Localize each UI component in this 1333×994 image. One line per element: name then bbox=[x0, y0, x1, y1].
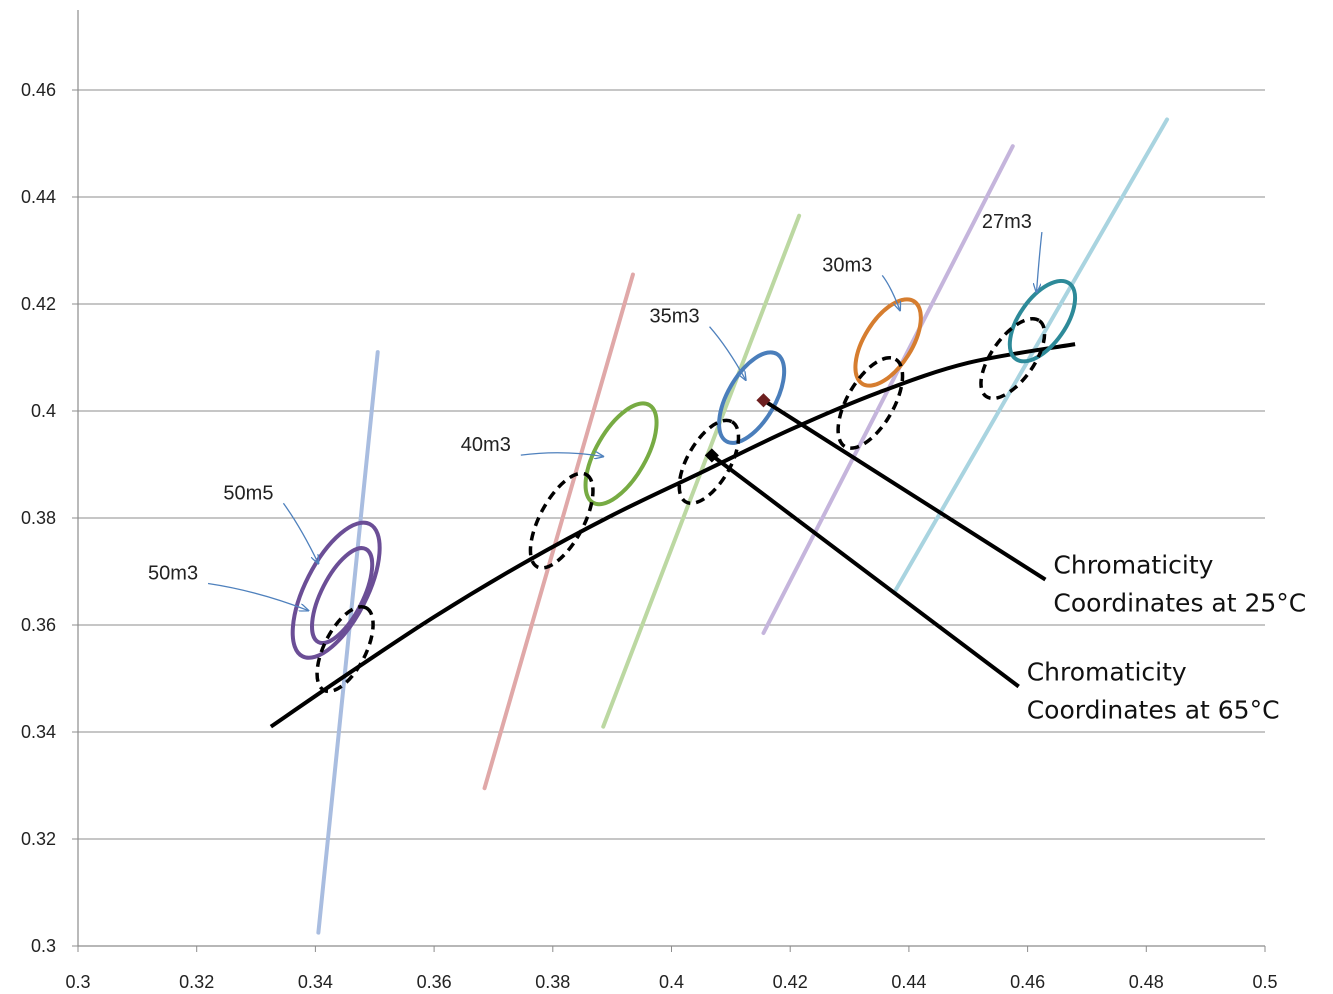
dashed-ellipse bbox=[836, 356, 905, 450]
ellipse-27m3 bbox=[1007, 278, 1078, 364]
annotation-arrow bbox=[282, 502, 318, 563]
ellipse-30m3 bbox=[853, 297, 923, 388]
callout-text: Coordinates at 65°C bbox=[1027, 696, 1280, 725]
x-tick-label: 0.38 bbox=[535, 972, 570, 992]
x-tick-label: 0.34 bbox=[298, 972, 333, 992]
callout-text: Coordinates at 25°C bbox=[1053, 589, 1306, 618]
dashed-ellipse bbox=[677, 418, 741, 506]
annotation-arrow bbox=[520, 453, 603, 457]
annotation-label: 35m3 bbox=[650, 306, 700, 328]
dashed-ellipse bbox=[528, 471, 595, 570]
annotation-label: 27m3 bbox=[982, 211, 1032, 233]
x-tick-label: 0.48 bbox=[1129, 972, 1164, 992]
ellipses bbox=[290, 278, 1078, 694]
callout-text: Chromaticity bbox=[1053, 551, 1213, 580]
isotherm-line bbox=[892, 117, 1170, 595]
y-tick-label: 0.3 bbox=[31, 936, 56, 956]
y-tick-label: 0.38 bbox=[21, 508, 56, 528]
x-tick-label: 0.3 bbox=[65, 972, 90, 992]
y-tick-label: 0.36 bbox=[21, 615, 56, 635]
annotation-arrow bbox=[207, 582, 308, 611]
y-tick-label: 0.32 bbox=[21, 829, 56, 849]
locus-curve bbox=[269, 342, 1076, 729]
x-tick-label: 0.5 bbox=[1252, 972, 1277, 992]
marker-65C bbox=[704, 448, 719, 463]
annotations: 50m5 50m3 40m3 35m3 30m3 27m3 bbox=[148, 211, 1032, 584]
y-tick-label: 0.44 bbox=[21, 187, 56, 207]
annotation-arrow bbox=[1037, 231, 1043, 292]
y-axis-tick-labels: 0.3 0.32 0.34 0.36 0.38 0.4 0.42 0.44 0.46 bbox=[21, 80, 78, 956]
markers bbox=[704, 393, 771, 463]
dashed-ellipse bbox=[315, 605, 375, 694]
x-tick-label: 0.32 bbox=[179, 972, 214, 992]
planckian-locus bbox=[269, 342, 1076, 729]
annotation-arrow bbox=[881, 274, 900, 310]
callout-line bbox=[710, 453, 1020, 689]
annotation-arrow bbox=[709, 326, 746, 380]
marker-25C bbox=[756, 393, 771, 408]
y-tick-label: 0.46 bbox=[21, 80, 56, 100]
ellipse-50m3 bbox=[310, 546, 375, 646]
y-tick-label: 0.34 bbox=[21, 722, 56, 742]
x-tick-label: 0.4 bbox=[659, 972, 684, 992]
x-tick-label: 0.36 bbox=[417, 972, 452, 992]
axes bbox=[77, 10, 1265, 947]
callout-line bbox=[762, 398, 1047, 582]
callouts: Chromaticity Coordinates at 25°C Chromatic… bbox=[710, 398, 1306, 725]
x-tick-label: 0.44 bbox=[891, 972, 926, 992]
annotation-label: 30m3 bbox=[822, 254, 872, 276]
y-tick-label: 0.4 bbox=[31, 401, 56, 421]
isotherm-line bbox=[316, 350, 380, 935]
annotation-label: 50m5 bbox=[223, 482, 273, 504]
isotherm-line bbox=[482, 272, 635, 791]
dashed-ellipse bbox=[979, 316, 1047, 401]
annotation-label: 40m3 bbox=[461, 434, 511, 456]
y-tick-label: 0.42 bbox=[21, 294, 56, 314]
x-axis-tick-labels: 0.3 0.32 0.34 0.36 0.38 0.4 0.42 0.44 0.46 0.48 0.… bbox=[65, 946, 1278, 992]
gridlines bbox=[78, 89, 1265, 840]
x-tick-label: 0.46 bbox=[1010, 972, 1045, 992]
ellipse-50m5 bbox=[290, 520, 382, 660]
x-tick-label: 0.42 bbox=[773, 972, 808, 992]
ellipse-35m3 bbox=[717, 350, 787, 445]
isotherm-lines bbox=[316, 117, 1170, 935]
callout-text: Chromaticity bbox=[1027, 658, 1187, 687]
annotation-label: 50m3 bbox=[148, 563, 198, 585]
annotation-arrows bbox=[207, 231, 1043, 611]
